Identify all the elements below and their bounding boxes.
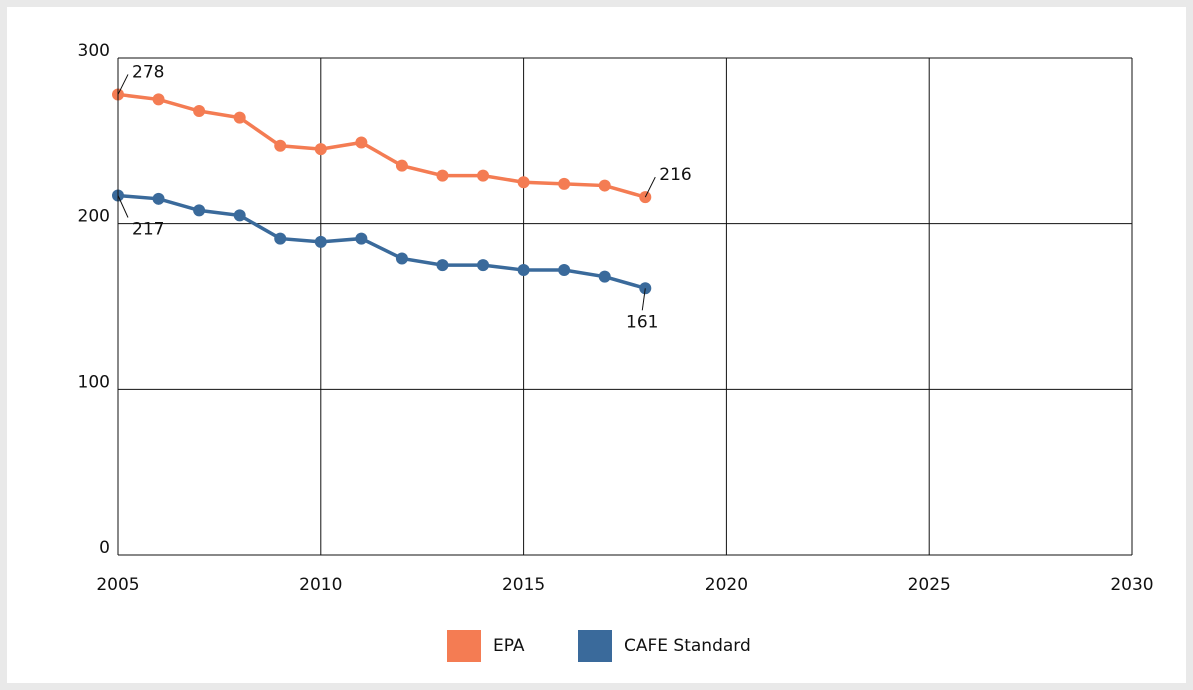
data-point xyxy=(436,259,449,272)
x-tick-label: 2005 xyxy=(96,575,139,595)
data-point xyxy=(233,111,246,124)
data-point xyxy=(436,169,449,182)
data-label: 216 xyxy=(659,165,691,185)
label-leader xyxy=(641,288,646,311)
data-point xyxy=(152,192,165,205)
data-point xyxy=(274,139,287,152)
data-point xyxy=(558,177,571,190)
data-label: 278 xyxy=(132,62,164,82)
data-point xyxy=(558,264,571,277)
data-point xyxy=(477,169,490,182)
legend-swatch xyxy=(447,630,481,662)
x-tick-label: 2025 xyxy=(908,575,951,595)
data-label: 161 xyxy=(626,312,658,332)
data-point xyxy=(355,232,368,245)
data-point xyxy=(274,232,287,245)
y-tick-label: 300 xyxy=(78,41,110,61)
data-point xyxy=(314,143,327,156)
data-point xyxy=(477,259,490,272)
y-tick-label: 200 xyxy=(78,207,110,227)
data-point xyxy=(395,252,408,265)
panel xyxy=(7,7,1186,683)
series-line xyxy=(117,92,646,199)
x-tick-label: 2015 xyxy=(502,575,545,595)
data-point xyxy=(233,209,246,222)
legend-label: CAFE Standard xyxy=(624,636,751,656)
series-line xyxy=(117,193,646,290)
data-point xyxy=(152,93,165,106)
y-tick-label: 100 xyxy=(78,372,110,392)
legend-label: EPA xyxy=(493,636,525,656)
label-leader xyxy=(644,176,656,198)
data-point xyxy=(395,159,408,172)
data-point xyxy=(193,105,206,118)
data-point xyxy=(193,204,206,217)
data-point xyxy=(314,235,327,248)
x-tick-label: 2030 xyxy=(1110,575,1153,595)
data-point xyxy=(598,179,611,192)
data-point xyxy=(517,176,530,189)
label-leader xyxy=(117,195,129,218)
data-label: 217 xyxy=(132,220,164,240)
y-tick-label: 0 xyxy=(99,538,110,558)
label-leader xyxy=(117,74,129,95)
data-point xyxy=(517,264,530,277)
data-point xyxy=(598,270,611,283)
x-tick-label: 2020 xyxy=(705,575,748,595)
x-tick-label: 2010 xyxy=(299,575,342,595)
legend-swatch xyxy=(578,630,612,662)
data-point xyxy=(355,136,368,149)
